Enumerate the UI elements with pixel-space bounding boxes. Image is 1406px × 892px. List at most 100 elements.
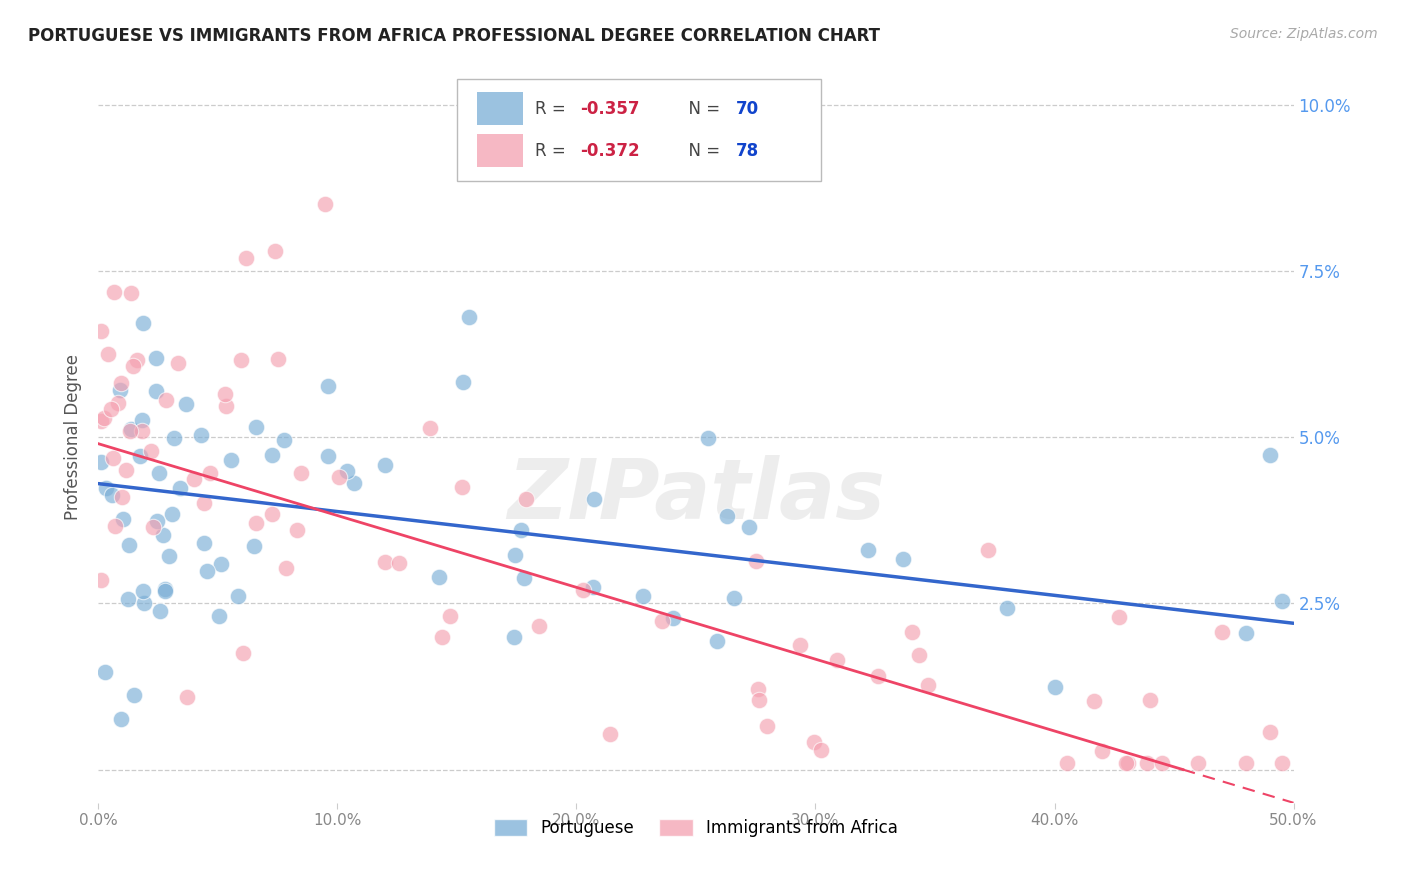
Point [1234, 626, 1257, 640]
Point [273, 433, 295, 447]
Point [755, 719, 778, 733]
Point [977, 543, 1000, 558]
Point [868, 669, 890, 683]
Point [93, 411, 115, 425]
Point [183, 472, 205, 486]
Point [103, 285, 125, 299]
Point [274, 561, 297, 575]
Point [651, 615, 673, 629]
Point [509, 523, 531, 537]
Point [152, 528, 174, 542]
Point [388, 556, 411, 570]
Point [374, 458, 396, 472]
FancyBboxPatch shape [457, 78, 821, 181]
Point [900, 625, 922, 640]
Point [582, 580, 605, 594]
Point [1234, 756, 1257, 770]
Point [141, 444, 163, 458]
Point [917, 678, 939, 692]
Point [1258, 449, 1281, 463]
Point [127, 353, 149, 368]
Point [315, 197, 337, 211]
Bar [477, 93, 523, 126]
Point [214, 387, 236, 401]
Point [1271, 594, 1294, 608]
Point [738, 520, 761, 534]
Point [267, 352, 290, 367]
Point [131, 425, 153, 439]
Point [120, 286, 142, 301]
Point [1083, 694, 1105, 708]
Point [146, 514, 169, 528]
Point [198, 467, 221, 481]
Point [995, 601, 1018, 615]
Point [114, 462, 136, 476]
Point [90, 573, 112, 587]
Text: R =: R = [534, 100, 571, 118]
Point [215, 399, 238, 413]
Point [193, 536, 215, 550]
Point [439, 609, 461, 624]
Point [112, 512, 135, 526]
Point [503, 631, 526, 645]
Point [169, 481, 191, 495]
Point [260, 508, 283, 522]
Point [453, 375, 475, 389]
Point [155, 393, 177, 408]
Point [1187, 756, 1209, 770]
Point [505, 548, 527, 562]
Point [101, 451, 124, 466]
Point [613, 131, 636, 145]
Point [90, 414, 112, 428]
Text: 70: 70 [735, 100, 758, 118]
Point [631, 589, 654, 603]
Point [153, 582, 176, 596]
Text: 78: 78 [735, 142, 758, 160]
Point [541, 164, 564, 178]
Bar [477, 135, 523, 168]
Point [582, 492, 605, 507]
Point [810, 743, 832, 757]
Point [1152, 756, 1174, 770]
Point [142, 520, 165, 534]
Point [176, 690, 198, 704]
Point [110, 712, 132, 726]
Text: PORTUGUESE VS IMMIGRANTS FROM AFRICA PROFESSIONAL DEGREE CORRELATION CHART: PORTUGUESE VS IMMIGRANTS FROM AFRICA PRO… [28, 27, 880, 45]
Point [118, 424, 141, 438]
Y-axis label: Professional Degree: Professional Degree [63, 354, 82, 520]
Point [290, 467, 312, 481]
Point [316, 450, 339, 464]
Point [157, 549, 180, 563]
Point [716, 508, 738, 523]
Point [243, 539, 266, 553]
Point [723, 591, 745, 605]
Point [104, 518, 127, 533]
Point [599, 727, 621, 741]
Point [1139, 693, 1161, 707]
Point [101, 488, 124, 502]
Point [97, 347, 120, 361]
Point [149, 604, 172, 618]
Point [107, 396, 129, 410]
Point [209, 557, 232, 571]
Point [145, 351, 167, 365]
Point [451, 480, 474, 494]
Text: R =: R = [534, 142, 571, 160]
Point [235, 251, 257, 265]
Point [1091, 744, 1114, 758]
Point [374, 556, 396, 570]
Point [145, 384, 167, 398]
Point [748, 693, 770, 707]
Point [789, 639, 811, 653]
Text: N =: N = [678, 142, 725, 160]
Point [162, 508, 184, 522]
Point [429, 569, 451, 583]
Point [747, 681, 769, 696]
Point [208, 608, 231, 623]
Point [131, 413, 153, 427]
Point [148, 466, 170, 480]
Point [94, 481, 117, 495]
Point [110, 376, 132, 391]
Point [285, 523, 308, 537]
Point [245, 420, 267, 434]
